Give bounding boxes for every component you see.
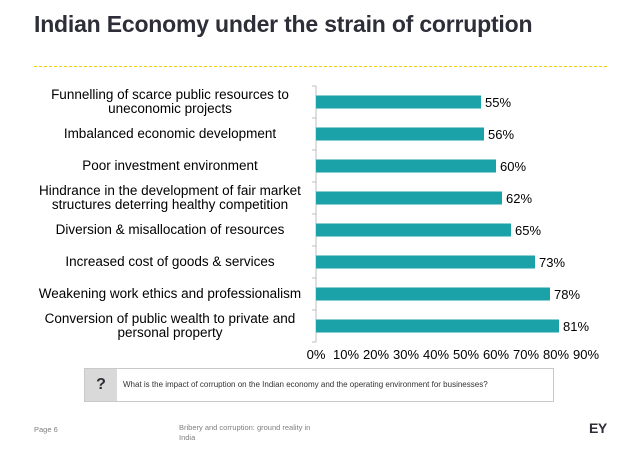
bar-value-label: 56% — [488, 127, 514, 142]
x-tick-label: 20% — [363, 347, 389, 362]
bar — [316, 159, 496, 173]
question-mark-icon: ? — [85, 369, 117, 401]
x-tick-label: 70% — [513, 347, 539, 362]
bar-value-label: 78% — [554, 287, 580, 302]
question-text: What is the impact of corruption on the … — [123, 380, 488, 389]
x-tick-label: 0% — [307, 347, 326, 362]
bar-value-label: 81% — [563, 319, 589, 334]
category-label: Hindrance in the development of fair mar… — [39, 183, 301, 212]
bar-value-label: 60% — [500, 159, 526, 174]
category-label: Imbalanced economic development — [64, 126, 277, 141]
bar-value-label: 55% — [485, 95, 511, 110]
bar — [316, 255, 535, 269]
category-label: Weakening work ethics and professionalis… — [39, 286, 301, 301]
bar — [316, 319, 559, 333]
x-tick-label: 60% — [483, 347, 509, 362]
x-tick-label: 90% — [573, 347, 599, 362]
question-box: ? What is the impact of corruption on th… — [84, 368, 554, 402]
bar — [316, 287, 550, 301]
footer-page-number: Page 6 — [34, 425, 58, 434]
x-tick-label: 30% — [393, 347, 419, 362]
ey-logo: EY — [589, 420, 607, 436]
x-tick-label: 40% — [423, 347, 449, 362]
bar — [316, 95, 481, 109]
bar — [316, 127, 484, 141]
x-tick-label: 10% — [333, 347, 359, 362]
bar — [316, 191, 502, 205]
page-title: Indian Economy under the strain of corru… — [34, 11, 533, 37]
bar — [316, 223, 511, 237]
category-label: Diversion & misallocation of resources — [56, 222, 285, 237]
category-label: Conversion of public wealth to private a… — [45, 311, 296, 340]
category-label: Funnelling of scarce public resources to… — [51, 87, 289, 116]
category-label: Poor investment environment — [82, 158, 258, 173]
category-label: Increased cost of goods & services — [65, 254, 275, 269]
title-divider — [34, 66, 607, 67]
x-tick-label: 50% — [453, 347, 479, 362]
bar-value-label: 62% — [506, 191, 532, 206]
footer-document-title: Bribery and corruption: ground reality i… — [179, 423, 311, 442]
bar-value-label: 65% — [515, 223, 541, 238]
x-tick-label: 80% — [543, 347, 569, 362]
bar-value-label: 73% — [539, 255, 565, 270]
